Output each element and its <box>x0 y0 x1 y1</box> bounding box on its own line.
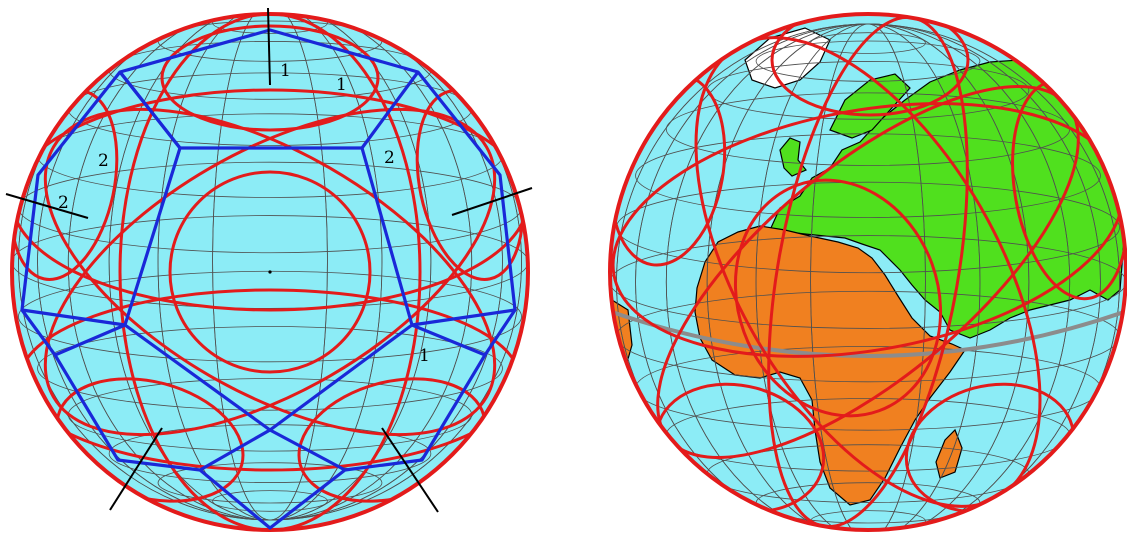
parallel-line <box>755 40 981 82</box>
parallel-line <box>212 490 328 512</box>
left-great-circle-b <box>43 107 497 437</box>
left-great-circle-d <box>12 88 528 312</box>
left-labels: 1 1 2 2 2 1 <box>58 61 430 366</box>
parallel-line <box>635 133 1101 218</box>
right-landmasses <box>610 27 1125 506</box>
right-sphere-outline <box>608 12 1127 532</box>
dodeca-center-face <box>123 146 414 432</box>
axis-lower-left <box>109 427 163 511</box>
label-2-right: 2 <box>384 148 395 168</box>
label-2-left: 2 <box>98 151 109 171</box>
label-2-far-left: 2 <box>58 193 69 213</box>
left-axes <box>5 7 533 513</box>
left-globe: 1 1 2 2 2 1 <box>5 7 533 532</box>
left-circle-top <box>160 24 380 132</box>
left-dodecahedron <box>20 28 517 530</box>
right-circle-top <box>770 14 970 117</box>
left-circle-center <box>168 170 372 374</box>
axis-right <box>451 187 533 216</box>
dodeca-edges <box>20 28 517 530</box>
left-great-circle-c <box>118 14 422 530</box>
parallel-line <box>37 326 503 411</box>
axis-left <box>5 193 89 219</box>
label-1-lower-right: 1 <box>419 346 430 366</box>
right-globe <box>608 12 1127 532</box>
label-1-upper-right: 1 <box>336 75 347 95</box>
right-equator <box>611 310 1125 358</box>
label-1-top: 1 <box>280 61 291 81</box>
axis-top <box>267 7 271 86</box>
left-great-circle-a <box>43 107 497 437</box>
parallel-line <box>12 215 528 309</box>
meridian-line <box>18 14 522 521</box>
parallel-line <box>212 14 328 34</box>
parallel-line <box>610 235 1126 329</box>
left-center-dot <box>268 270 272 274</box>
parallel-line <box>108 424 432 483</box>
axis-lower-right <box>381 427 439 513</box>
parallel-line <box>157 462 383 504</box>
